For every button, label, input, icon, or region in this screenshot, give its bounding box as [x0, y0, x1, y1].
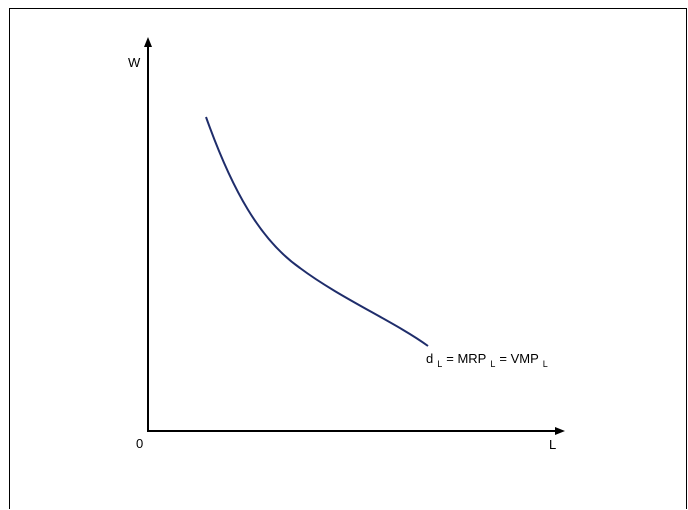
diagram-frame: [9, 8, 687, 509]
y-axis-label: W: [128, 55, 141, 70]
demand-curve: [205, 116, 429, 347]
x-axis-arrowhead: [555, 427, 565, 435]
curve-label-mrp: = MRP: [446, 351, 486, 366]
x-axis-label: L: [549, 437, 556, 452]
curve-label-vmp: = VMP: [499, 351, 538, 366]
origin-label: 0: [136, 436, 143, 451]
curve-label-d-subscript: L: [437, 359, 442, 369]
y-axis-arrowhead: [144, 37, 152, 47]
curve-label-vmp-subscript: L: [543, 359, 548, 369]
curve-label-mrp-subscript: L: [490, 359, 495, 369]
curve-label: d L = MRP L = VMP L: [426, 350, 548, 371]
curve-label-d: d: [426, 351, 433, 366]
